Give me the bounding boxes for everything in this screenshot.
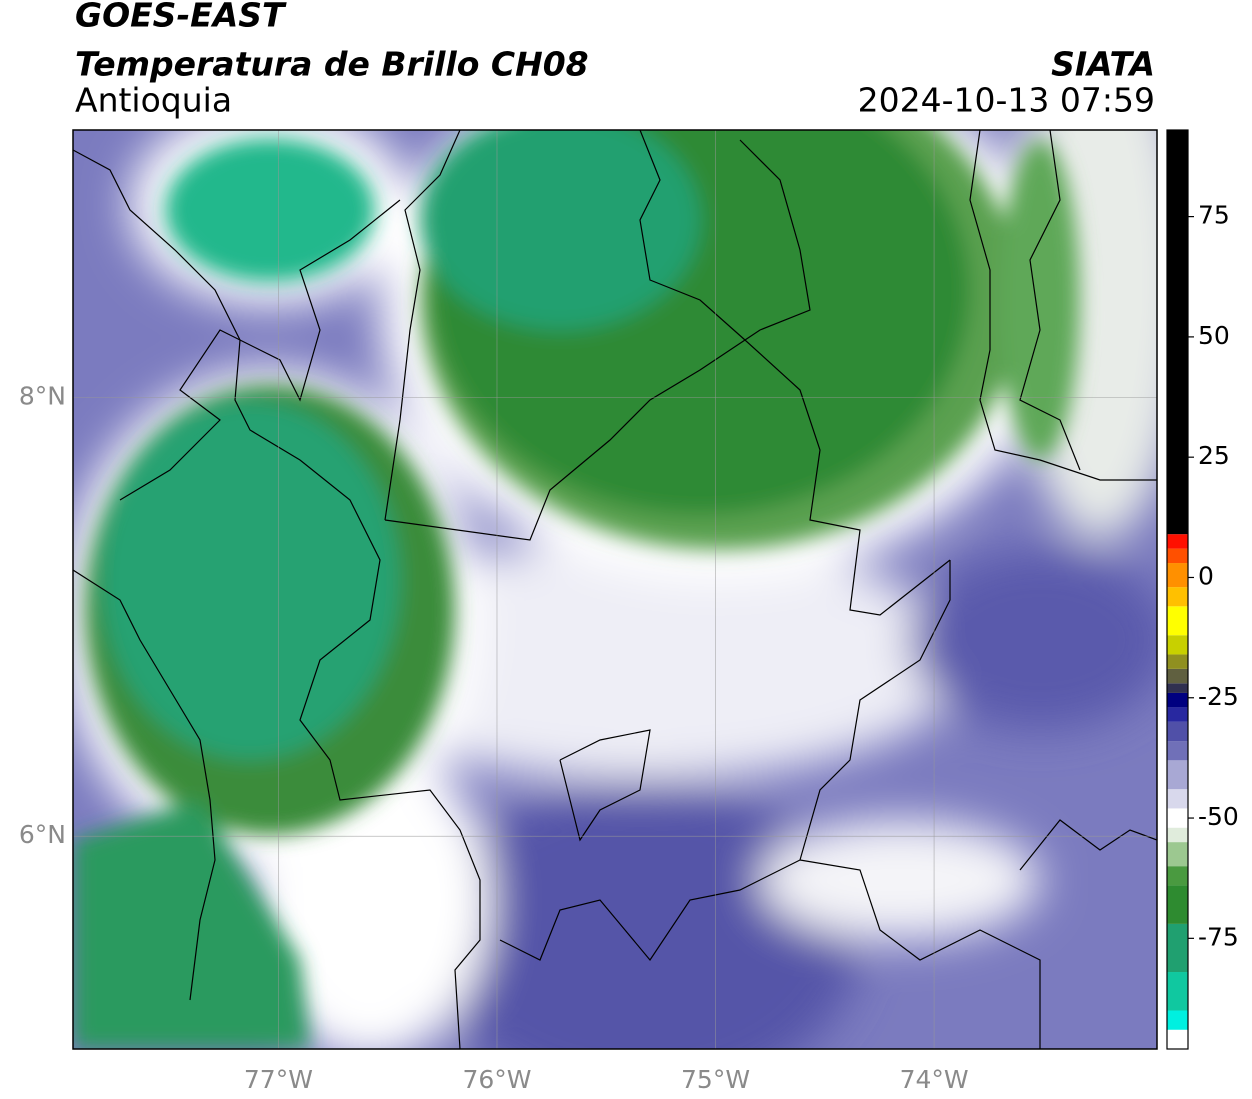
colorbar-band <box>1167 563 1188 588</box>
boundary <box>73 149 481 1049</box>
field <box>420 130 700 330</box>
title: GOES-EAST <box>75 0 287 35</box>
region: Antioquia <box>75 81 232 120</box>
colorbar-band <box>1167 923 1188 973</box>
x-tick-label: 74°W <box>900 1065 969 1094</box>
colorbar-band <box>1167 866 1188 886</box>
x-tick-label: 77°W <box>244 1065 313 1094</box>
colorbar-band <box>1167 606 1188 636</box>
colorbar-band <box>1167 842 1188 867</box>
x-tick-label: 75°W <box>681 1065 750 1094</box>
boundary <box>969 130 1157 481</box>
colorbar-band <box>1167 587 1188 607</box>
map-image <box>73 130 1157 1049</box>
colorbar-band <box>1167 789 1188 809</box>
colorbar-frame <box>1166 129 1189 1050</box>
colorbar-tick-label: -75 <box>1198 922 1239 951</box>
y-tick-label: 8°N <box>19 382 66 411</box>
field <box>910 550 1157 730</box>
colorbar-band <box>1167 548 1188 564</box>
boundary <box>739 139 811 341</box>
colorbar-tick-label: 50 <box>1198 321 1230 350</box>
field <box>165 138 375 282</box>
boundary <box>384 130 461 521</box>
colorbar-band <box>1167 707 1188 722</box>
boundary <box>639 130 746 341</box>
map-frame <box>72 129 1158 1050</box>
boundary <box>499 560 951 962</box>
colorbar-tick-label: 75 <box>1198 201 1230 230</box>
boundary <box>559 729 651 842</box>
colorbar-tick-label: 25 <box>1198 441 1230 470</box>
colorbar-band <box>1167 1010 1188 1030</box>
cold-tops <box>73 130 1080 1049</box>
boundaries <box>73 130 1157 1049</box>
colorbar-band <box>1167 692 1188 708</box>
colorbar <box>1167 130 1194 1049</box>
colorbar-tick-label: -50 <box>1198 802 1239 831</box>
grid <box>73 130 1157 1049</box>
colorbar-band <box>1167 683 1188 693</box>
colorbar-band <box>1167 668 1188 684</box>
y-tick-label: 6°N <box>19 820 66 849</box>
colorbar-band <box>1167 654 1188 669</box>
colorbar-band <box>1167 885 1188 924</box>
coastline <box>73 569 216 1001</box>
field <box>420 780 860 1049</box>
coastline <box>119 199 401 501</box>
field <box>73 800 310 1049</box>
colorbar-tick-label: -25 <box>1198 682 1239 711</box>
boundary <box>384 339 951 616</box>
colorbar-tick-label: 0 <box>1198 561 1214 590</box>
field <box>760 820 1040 940</box>
x-tick-label: 76°W <box>462 1065 531 1094</box>
field <box>100 400 400 760</box>
boundary <box>799 859 1041 1049</box>
coastline <box>1019 130 1081 471</box>
subtitle: Temperatura de Brillo CH08 <box>75 45 589 84</box>
colorbar-band <box>1167 130 1188 535</box>
datetime: 2024-10-13 07:59 <box>858 81 1155 120</box>
colorbar-band <box>1167 741 1188 761</box>
colorbar-band <box>1167 972 1188 1011</box>
colorbar-band <box>1167 760 1188 790</box>
source: SIATA <box>1051 45 1155 84</box>
colorbar-band <box>1167 827 1188 843</box>
colorbar-band <box>1167 721 1188 742</box>
colorbar-band <box>1167 635 1188 655</box>
boundary <box>1019 819 1157 871</box>
colorbar-band <box>1167 534 1188 549</box>
colorbar-band <box>1167 808 1188 828</box>
colorbar-band <box>1167 1029 1188 1049</box>
field <box>1000 140 1080 460</box>
